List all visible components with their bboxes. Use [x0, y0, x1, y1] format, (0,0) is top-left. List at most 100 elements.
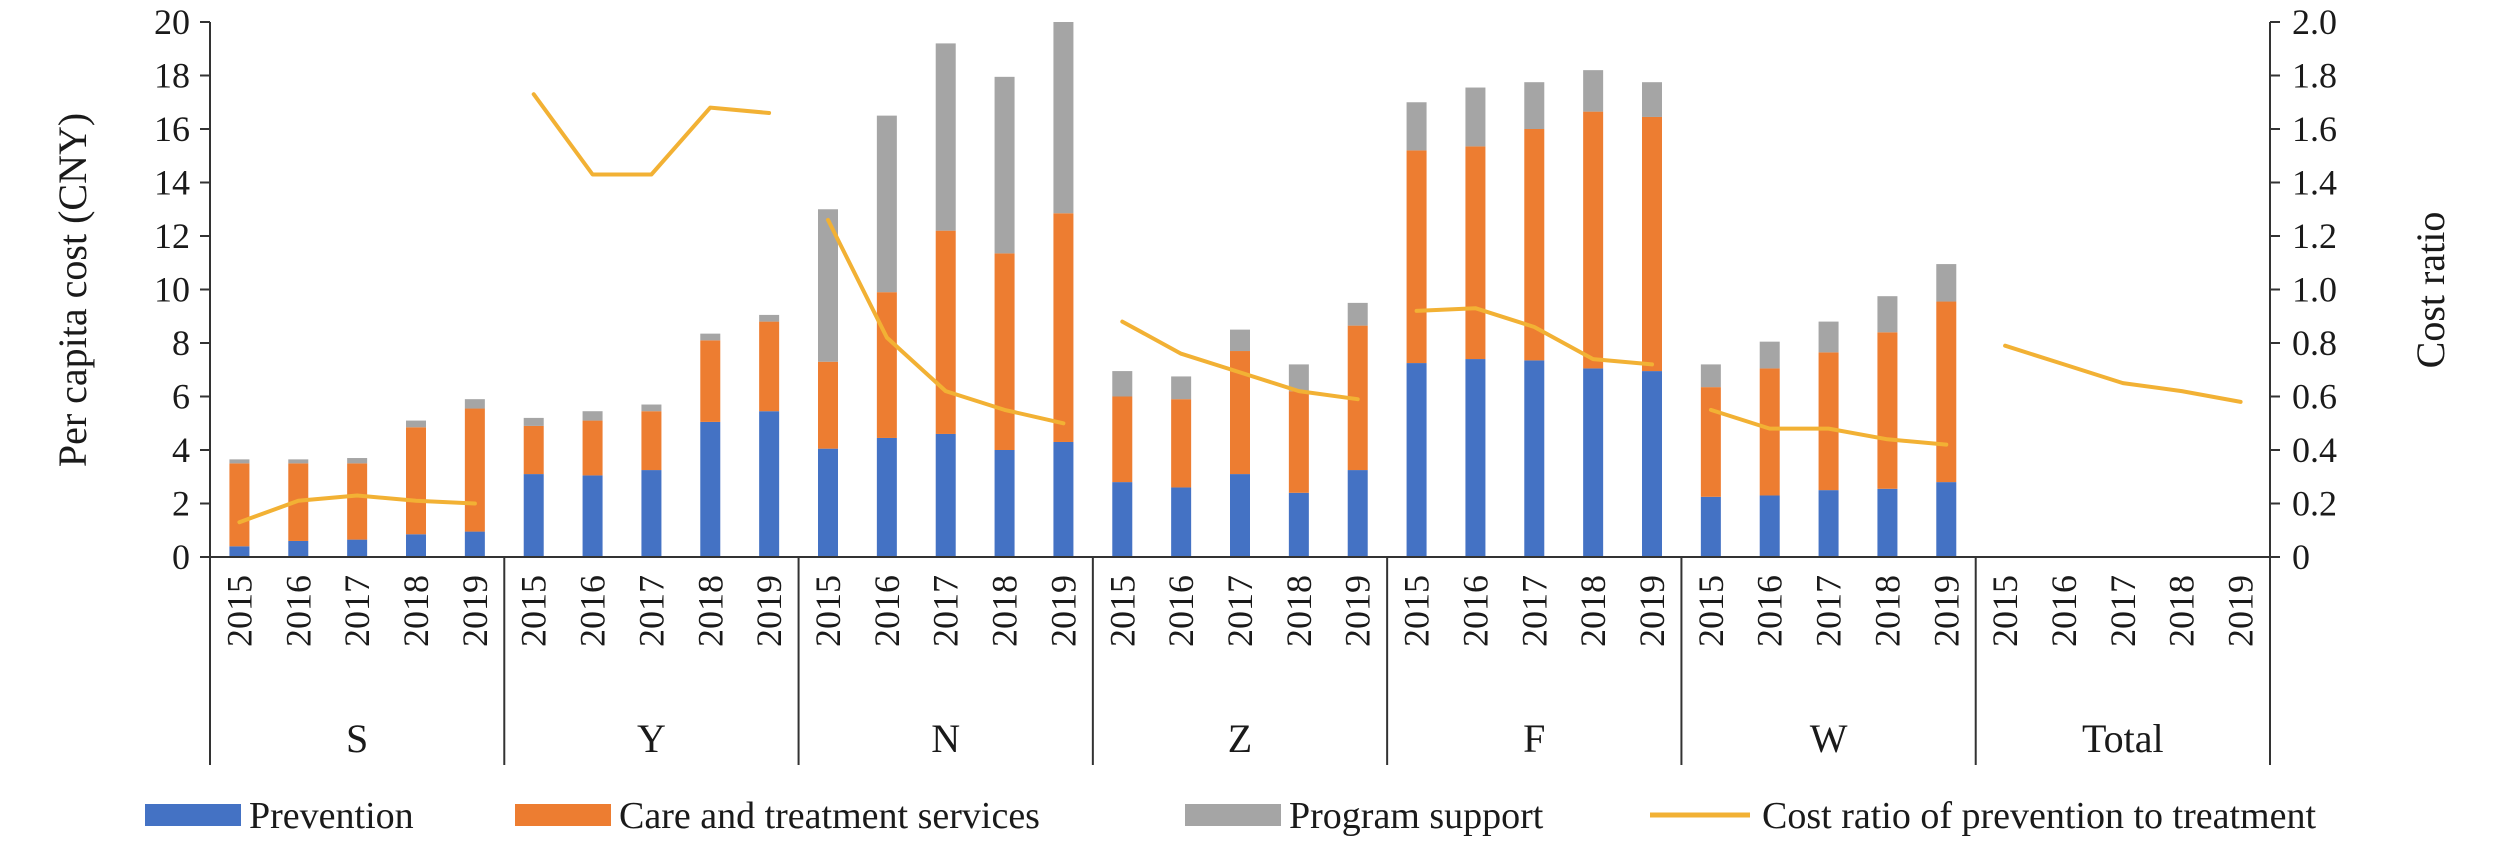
bar-prevention	[1230, 474, 1250, 557]
bar-care	[1406, 150, 1427, 364]
bar-group-s	[229, 399, 485, 557]
x-axis-categories: 2015 2016 2017 2018 2019 S 2015 2016 2017 2018 201…	[209, 557, 2271, 765]
bar-prevention	[582, 475, 603, 557]
year-label: 2019	[1632, 575, 1672, 647]
year-label: 2017	[926, 575, 966, 647]
left-y-axis: 0 2 4 6 8 10 12 14 16 18 20 Per capita cost (CNY)	[50, 2, 211, 577]
year-label: 2019	[1338, 575, 1378, 647]
bar-support	[582, 411, 603, 421]
year-label: 2015	[1102, 575, 1142, 647]
right-tick-label: 0.6	[2292, 377, 2337, 417]
year-label: 2019	[455, 575, 495, 647]
left-tick-label: 14	[154, 163, 190, 203]
bar-prevention	[1759, 495, 1780, 557]
bar-prevention	[1288, 492, 1309, 557]
left-axis-title: Per capita cost (CNY)	[50, 113, 95, 467]
bar-prevention	[1642, 371, 1662, 557]
year-label: 2016	[278, 575, 318, 647]
group-label-y: Y	[637, 716, 666, 761]
bar-prevention	[523, 474, 544, 557]
year-label: 2015	[1397, 575, 1437, 647]
bar-prevention	[1877, 488, 1898, 557]
ratio-line-total	[2003, 343, 2243, 404]
year-label: 2019	[749, 575, 789, 647]
ratio-line-s	[237, 493, 477, 525]
bar-care	[406, 427, 426, 535]
bar-care	[700, 340, 721, 422]
group-label-n: N	[931, 716, 960, 761]
bar-support	[406, 420, 426, 428]
ratio-line-w	[1708, 407, 1949, 447]
left-tick-label: 2	[172, 484, 190, 524]
bar-care	[876, 292, 897, 438]
bar-group-f	[1406, 70, 1662, 557]
bar-support	[994, 76, 1015, 254]
right-tick-label: 1.4	[2292, 163, 2337, 203]
bar-support	[523, 417, 544, 426]
legend-item-prevention: Prevention	[145, 795, 414, 837]
left-tick-label: 4	[172, 430, 190, 470]
bar-prevention	[759, 411, 780, 557]
bar-group-w	[1700, 264, 1957, 557]
bar-care	[1877, 332, 1898, 489]
bar-support	[229, 459, 250, 464]
year-label: 2018	[1573, 575, 1613, 647]
bar-prevention	[1583, 368, 1604, 557]
bar-care	[759, 321, 780, 412]
year-label: 2015	[1985, 575, 2025, 647]
bar-support	[700, 333, 721, 341]
year-label: 2018	[690, 575, 730, 647]
bar-prevention	[1818, 490, 1839, 557]
bar-support	[1347, 302, 1368, 326]
left-tick-label: 10	[154, 270, 190, 310]
ratio-lines-layer	[237, 92, 2243, 525]
left-tick-label: 20	[154, 2, 190, 42]
bar-support	[1288, 364, 1309, 392]
year-label: 2015	[808, 575, 848, 647]
bar-care	[935, 230, 956, 434]
bar-care	[1642, 116, 1662, 372]
group-label-w: W	[1810, 716, 1848, 761]
bar-support	[876, 115, 897, 293]
bar-prevention	[935, 433, 956, 557]
legend-label: Cost ratio of prevention to treatment	[1762, 795, 2316, 837]
bar-support	[935, 43, 956, 231]
bar-prevention	[1406, 363, 1427, 557]
right-tick-label: 1.8	[2292, 56, 2337, 96]
bar-care	[1583, 111, 1604, 369]
bar-care	[641, 411, 662, 471]
bar-care	[818, 361, 838, 449]
bar-prevention	[700, 421, 721, 557]
bar-prevention	[1700, 496, 1721, 557]
legend-item-care: Care and treatment services	[515, 795, 1040, 837]
year-label: 2018	[396, 575, 436, 647]
bar-care	[1700, 387, 1721, 497]
bar-care	[994, 253, 1015, 450]
bar-support	[759, 314, 780, 322]
legend-item-support: Program support	[1185, 795, 1544, 837]
bar-prevention	[876, 437, 897, 557]
year-label: 2016	[867, 575, 907, 647]
year-label: 2019	[2221, 575, 2261, 647]
year-label: 2016	[2044, 575, 2084, 647]
year-label: 2015	[219, 575, 259, 647]
right-y-axis: 0 0.2 0.4 0.6 0.8 1.0 1.2 1.4 1.6 1.8 2.0 Cost rat…	[2269, 2, 2453, 577]
year-label: 2017	[1514, 575, 1554, 647]
ratio-line-y	[531, 92, 772, 177]
bar-care	[1230, 351, 1250, 475]
bar-prevention	[994, 450, 1015, 557]
bars-layer	[229, 22, 1957, 557]
bar-care	[464, 408, 485, 532]
bar-care	[1171, 399, 1192, 488]
right-tick-label: 1.6	[2292, 109, 2337, 149]
year-label: 2016	[573, 575, 613, 647]
bar-prevention	[1171, 487, 1192, 557]
right-tick-label: 0.2	[2292, 484, 2337, 524]
bar-prevention	[229, 546, 250, 557]
legend-label: Program support	[1289, 795, 1544, 837]
year-label: 2017	[1220, 575, 1260, 647]
right-tick-label: 2.0	[2292, 2, 2337, 42]
ratio-line-n	[826, 217, 1066, 426]
bar-support	[347, 458, 368, 464]
